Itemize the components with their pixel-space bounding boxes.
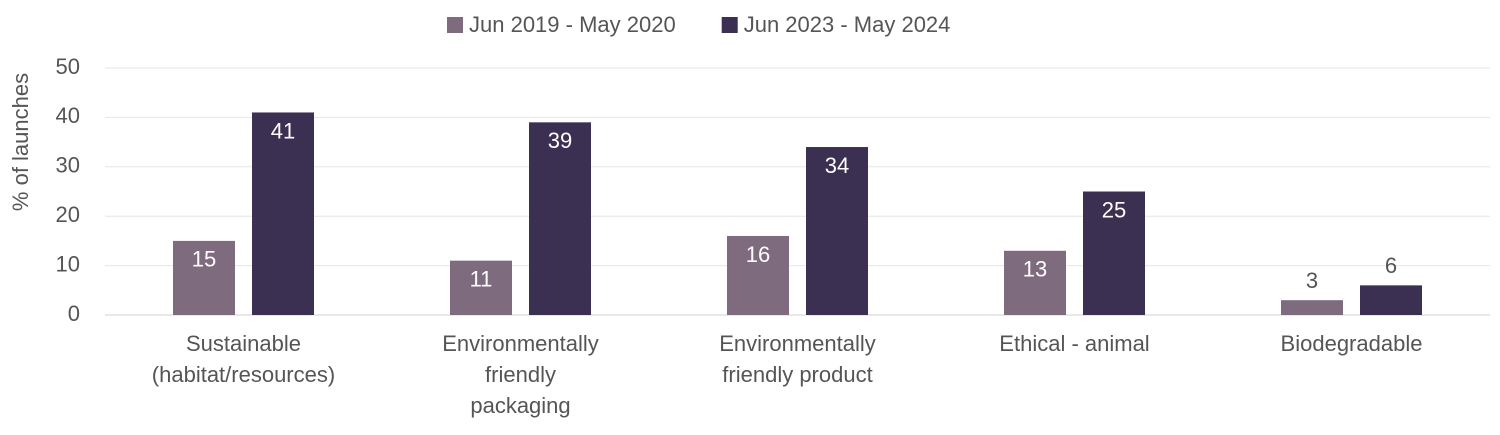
data-label: 15	[192, 247, 216, 272]
bar	[1004, 250, 1066, 315]
y-tick-label: 10	[56, 251, 80, 276]
bar	[450, 260, 512, 315]
x-tick-label: Ethical - animal	[999, 331, 1150, 356]
bar	[529, 122, 591, 315]
data-label: 41	[271, 118, 295, 143]
bar	[1360, 285, 1422, 315]
bar	[1281, 300, 1343, 315]
bar	[173, 240, 235, 315]
x-tick-label: Biodegradable	[1280, 331, 1423, 356]
data-label: 16	[746, 242, 770, 267]
x-tick-label: Sustainable (habitat/resources)	[151, 331, 336, 387]
y-tick-label: 30	[56, 153, 80, 178]
legend-label: Jun 2019 - May 2020	[469, 12, 676, 37]
x-tick-label: Environmentally friendly product	[719, 331, 876, 387]
bar	[252, 112, 314, 316]
y-axis-title: % of launches	[8, 73, 33, 211]
y-tick-label: 50	[56, 54, 80, 79]
x-tick-label: Environmentally friendly packaging	[442, 331, 599, 418]
bar	[1083, 191, 1145, 315]
data-label: 11	[470, 266, 493, 291]
data-label: 39	[548, 128, 572, 153]
bar	[727, 235, 789, 315]
legend-swatch	[447, 17, 463, 33]
data-label: 3	[1306, 268, 1318, 293]
y-tick-label: 0	[68, 301, 80, 326]
legend-label: Jun 2023 - May 2024	[744, 12, 951, 37]
y-tick-label: 40	[56, 103, 80, 128]
data-label: 6	[1385, 253, 1397, 278]
y-tick-label: 20	[56, 202, 80, 227]
data-label: 25	[1102, 197, 1126, 222]
data-label: 13	[1023, 257, 1047, 282]
data-label: 34	[825, 153, 849, 178]
bar	[806, 147, 868, 315]
legend-swatch	[721, 17, 738, 33]
